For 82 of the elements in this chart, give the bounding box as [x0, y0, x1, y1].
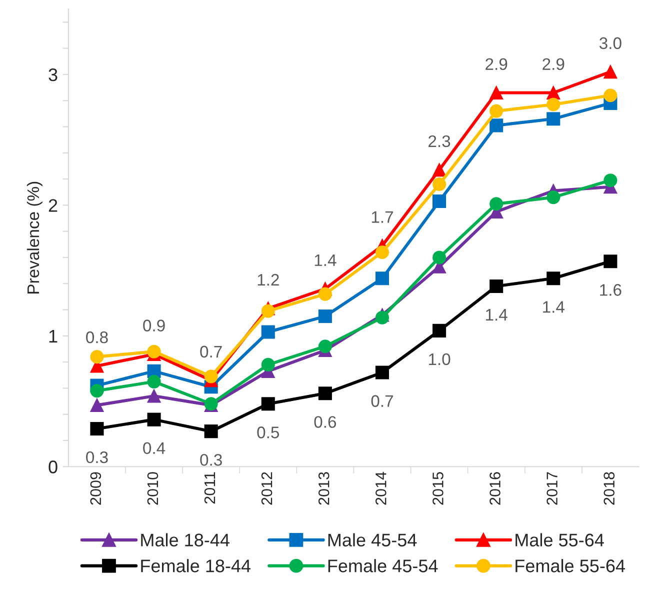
point	[261, 304, 275, 318]
point	[490, 279, 504, 293]
point	[604, 88, 618, 102]
point	[318, 310, 332, 324]
x-tick-label: 2012	[261, 472, 272, 505]
point	[147, 412, 161, 426]
point	[318, 287, 332, 301]
point	[147, 344, 161, 358]
data-label: 3.0	[599, 37, 622, 50]
x-tick-label: 2016	[490, 472, 500, 505]
point	[147, 374, 161, 388]
data-label: 2.3	[428, 135, 450, 148]
point	[147, 389, 161, 403]
data-label: 0.7	[200, 346, 222, 358]
data-label: 0.3	[200, 454, 222, 466]
point	[375, 310, 390, 324]
data-label: 1.0	[428, 353, 450, 366]
x-tick-label: 2011	[204, 472, 216, 504]
legend-label: Male 18-44	[141, 533, 230, 546]
point	[604, 65, 618, 79]
y-tick-label: 1	[49, 330, 58, 342]
data-label: 1.7	[372, 211, 393, 223]
data-label: 1.4	[314, 254, 336, 266]
point	[375, 272, 390, 286]
point	[432, 177, 446, 192]
point	[261, 358, 275, 372]
x-tick-label: 2010	[147, 472, 158, 505]
y-tick-label: 3	[48, 68, 58, 82]
x-tick-label: 2018	[604, 472, 615, 505]
x-tick-label: 2009	[90, 472, 102, 505]
y-tick-label: 0	[48, 460, 58, 474]
point	[318, 386, 332, 400]
point	[375, 366, 390, 380]
data-label: 0.9	[143, 320, 165, 332]
legend-label: Female 55-64	[516, 559, 625, 572]
legend-label: Female 45-54	[328, 559, 438, 572]
legend-label: Male 45-54	[328, 533, 417, 546]
data-label: 1.4	[543, 301, 564, 313]
point	[546, 272, 560, 286]
point	[490, 118, 504, 132]
point	[261, 397, 275, 411]
x-tick-label: 2014	[376, 472, 386, 505]
point	[432, 250, 446, 264]
data-label: 1.6	[600, 284, 622, 296]
x-tick-label: 2017	[546, 472, 558, 505]
point	[546, 98, 560, 112]
point	[604, 174, 618, 188]
point	[490, 197, 504, 211]
point	[432, 324, 446, 338]
legend-label: Male 55-64	[516, 533, 604, 546]
point	[546, 190, 560, 204]
data-label: 0.4	[143, 442, 166, 454]
data-label: 2.9	[486, 58, 508, 70]
point	[604, 254, 618, 268]
legend-label: Female 18-44	[141, 559, 251, 572]
x-tick-label: 2015	[432, 472, 444, 505]
x-tick-label: 2013	[318, 472, 330, 505]
y-tick-label: 2	[48, 199, 58, 212]
point	[432, 194, 446, 208]
point	[490, 86, 504, 100]
point	[490, 104, 504, 118]
y-axis-title: Prevalence (%)	[26, 182, 42, 294]
data-label: 0.3	[86, 451, 108, 464]
point	[90, 350, 104, 364]
point	[546, 86, 560, 100]
point	[375, 245, 390, 260]
data-label: 2.9	[542, 58, 564, 70]
point	[432, 163, 446, 177]
point	[90, 398, 104, 412]
data-label: 0.7	[371, 395, 393, 407]
point	[90, 422, 104, 436]
point	[261, 325, 275, 339]
data-label: 0.5	[257, 426, 280, 438]
data-label: 1.2	[258, 274, 279, 286]
point	[204, 370, 218, 384]
point	[90, 384, 104, 398]
point	[204, 424, 218, 438]
point	[318, 340, 332, 354]
point	[546, 112, 560, 126]
data-label: 0.8	[86, 331, 108, 344]
data-label: 0.6	[314, 416, 336, 428]
data-label: 1.4	[486, 309, 508, 321]
